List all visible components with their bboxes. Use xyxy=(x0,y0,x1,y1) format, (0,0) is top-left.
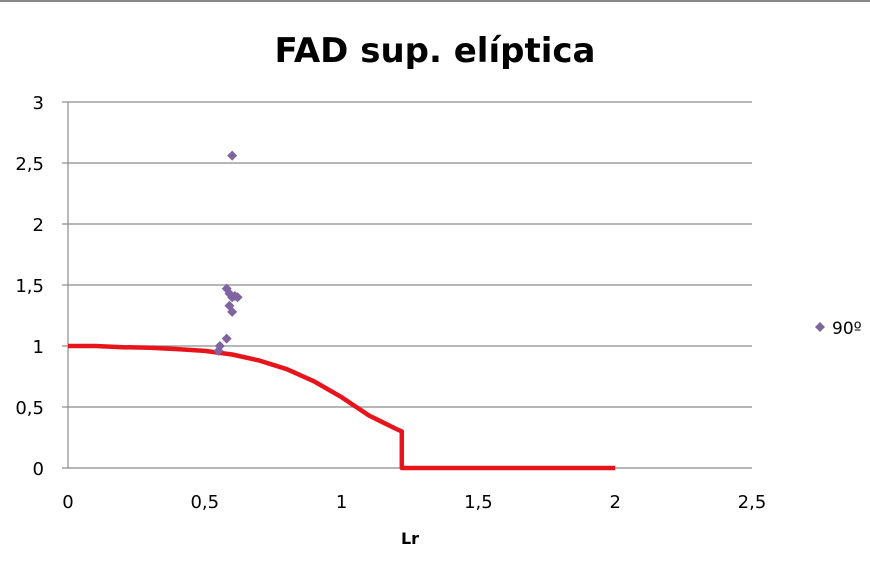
y-tick-labels: 0 0,5 1 1,5 2 2,5 3 xyxy=(15,93,44,480)
x-tick-label: 0,5 xyxy=(190,492,219,513)
legend-marker-90 xyxy=(815,322,825,332)
legend: 90º xyxy=(815,319,862,339)
top-border xyxy=(0,0,870,2)
x-tick-label: 0 xyxy=(62,492,73,513)
y-tick-label: 3 xyxy=(33,93,44,114)
fad-curve xyxy=(68,343,616,471)
x-tick-label: 1 xyxy=(336,492,347,513)
y-tick-label: 1 xyxy=(33,337,44,358)
x-tick-label: 2 xyxy=(609,492,620,513)
x-axis-label: Lr xyxy=(401,529,419,548)
scatter-point xyxy=(232,292,243,303)
y-tick-label: 0 xyxy=(33,459,44,480)
y-tick-label: 2,5 xyxy=(15,154,44,175)
x-tick-labels: 0 0,5 1 1,5 2 2,5 xyxy=(62,492,766,513)
chart-title: FAD sup. elíptica xyxy=(275,31,596,71)
fad-curve-layer xyxy=(68,343,616,471)
y-tick-label: 2 xyxy=(33,215,44,236)
y-tick-label: 0,5 xyxy=(15,398,44,419)
x-tick-label: 2,5 xyxy=(738,492,767,513)
scatter-point xyxy=(227,150,238,161)
x-tick-label: 1,5 xyxy=(464,492,493,513)
gridlines xyxy=(68,101,752,408)
y-tick-label: 1,5 xyxy=(15,276,44,297)
scatter-points xyxy=(213,150,243,356)
legend-label-90: 90º xyxy=(832,319,862,339)
scatter-point xyxy=(213,345,224,356)
scatter-point xyxy=(221,333,232,344)
scatter-point xyxy=(227,306,238,317)
